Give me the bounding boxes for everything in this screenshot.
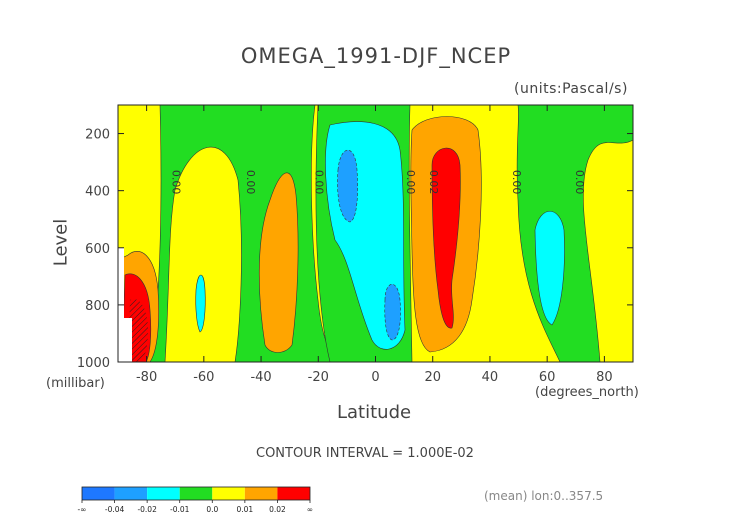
x-tick-label: -40	[250, 370, 271, 385]
colorbar-label: -0.01	[170, 505, 190, 514]
x-tick-label: 20	[424, 370, 441, 385]
units-label: (units:Pascal/s)	[514, 81, 628, 97]
colorbar-swatch	[244, 487, 278, 500]
x-tick-label: 80	[596, 370, 613, 385]
x-axis-label: Latitude	[337, 402, 412, 423]
axis-tick-labels: -80 -60 -40 -20 0 20 40 60 80 200 400 600 800 1000	[77, 128, 613, 385]
colorbar-swatch	[147, 487, 180, 500]
footer-mean-text: (mean) lon:0..357.5	[484, 489, 604, 503]
region-cyan-small	[195, 274, 206, 333]
region-red-north	[431, 147, 461, 329]
contour-label: 0.00	[510, 170, 523, 195]
contour-fills	[118, 105, 633, 362]
x-tick-label: 0	[371, 370, 379, 385]
region-blue-lower	[384, 283, 401, 341]
x-tick-label: 60	[539, 370, 556, 385]
x-tick-label: 40	[482, 370, 499, 385]
colorbar-swatch	[82, 487, 115, 500]
contour-label: 0.00	[169, 170, 182, 195]
y-tick-label: 800	[85, 299, 110, 314]
x-tick-label: -80	[136, 370, 157, 385]
region-hatch-pole	[128, 299, 148, 362]
region-orange-south	[258, 172, 299, 353]
contour-label: 0.00	[312, 170, 325, 195]
region-cyan-north	[534, 211, 565, 326]
contour-interval-text: CONTOUR INTERVAL = 1.000E-02	[256, 446, 474, 461]
colorbar-swatch	[114, 487, 148, 500]
contour-labels: 0.00 0.00 0.00 0.00 0.02 0.00 0.00	[169, 170, 585, 195]
colorbar-label: 0.02	[269, 505, 286, 514]
y-tick-label: 600	[85, 242, 110, 257]
y-tick-label: 200	[85, 128, 110, 143]
region-white-pole	[118, 248, 132, 362]
y-tick-label: 1000	[77, 356, 110, 371]
colorbar-label: ∞	[307, 505, 313, 514]
colorbar-label: -0.02	[137, 505, 157, 514]
axis-ticks	[118, 105, 633, 363]
y-axis-label: Level	[50, 218, 72, 267]
region-blue-upper	[337, 149, 358, 223]
colorbar-frame	[81, 486, 311, 501]
x-tick-label: -60	[193, 370, 214, 385]
contour-label: 0.02	[427, 170, 440, 195]
colorbar-label: -∞	[78, 505, 87, 514]
x-unit-label: (degrees_north)	[535, 385, 639, 400]
colorbar-swatch	[277, 487, 310, 500]
colorbar-swatch	[212, 487, 245, 500]
colorbar-label: 0.01	[237, 505, 254, 514]
colorbar: -∞ -0.04 -0.02 -0.01 0.0 0.01 0.02 ∞	[78, 486, 313, 514]
y-unit-label: (millibar)	[46, 376, 105, 391]
y-tick-label: 400	[85, 185, 110, 200]
chart-title: OMEGA_1991-DJF_NCEP	[240, 44, 512, 68]
contour-label: 0.00	[573, 170, 586, 195]
colorbar-label: -0.04	[105, 505, 125, 514]
contour-label: 0.00	[244, 170, 257, 195]
contour-label: 0.00	[404, 170, 417, 195]
x-tick-label: -20	[308, 370, 329, 385]
colorbar-label: 0.0	[206, 505, 218, 514]
colorbar-swatch	[179, 487, 213, 500]
